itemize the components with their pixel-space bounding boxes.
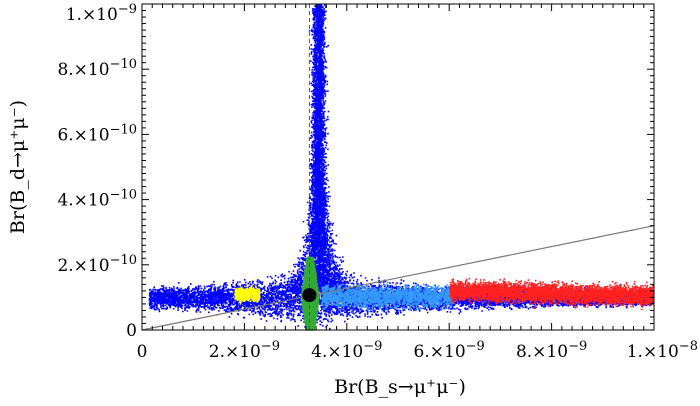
plot-frame bbox=[141, 3, 655, 331]
y-tick-label: 8.×10−10 bbox=[57, 57, 137, 80]
reference-point bbox=[302, 288, 317, 303]
light-blue-points bbox=[321, 281, 454, 313]
plot-points bbox=[148, 4, 655, 331]
x-tick-label: 6.×10−9 bbox=[414, 339, 485, 362]
y-tick-label: 4.×10−10 bbox=[57, 188, 137, 211]
y-tick-label: 2.×10−10 bbox=[57, 253, 137, 276]
tick-labels: 0 2.×10−9 4.×10−9 6.×10−9 8.×10−9 1.×10−8 0 2.×… bbox=[57, 2, 698, 362]
y-tick-label: 0 bbox=[126, 321, 137, 341]
x-tick-label: 1.×10−8 bbox=[627, 339, 698, 362]
x-tick-label: 0 bbox=[137, 342, 148, 362]
reference-lines bbox=[141, 4, 655, 331]
y-axis-title: Br(B_d→μ⁺μ⁻) bbox=[7, 100, 29, 234]
axis-ticks bbox=[141, 3, 655, 331]
x-tick-label: 4.×10−9 bbox=[311, 339, 382, 362]
red-points bbox=[449, 277, 655, 311]
diagonal-line bbox=[141, 225, 655, 331]
blue-spike-points bbox=[274, 4, 370, 293]
x-axis-title: Br(B_s→μ⁺μ⁻) bbox=[334, 376, 466, 398]
y-tick-label: 1.×10−9 bbox=[66, 2, 137, 25]
x-tick-label: 8.×10−9 bbox=[516, 339, 587, 362]
x-tick-label: 2.×10−9 bbox=[209, 339, 280, 362]
y-tick-label: 6.×10−10 bbox=[57, 122, 137, 145]
yellow-points bbox=[234, 285, 261, 303]
